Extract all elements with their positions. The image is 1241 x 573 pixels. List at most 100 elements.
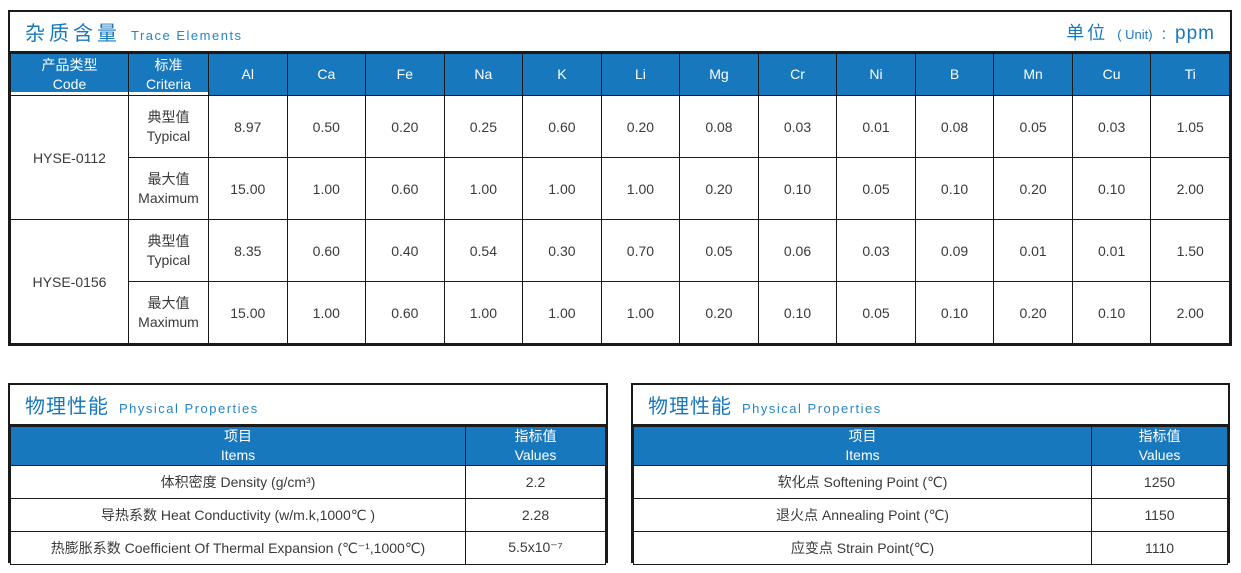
trace-elements-title: 杂质含量 Trace Elements bbox=[25, 17, 243, 46]
col-header-values-en: Values bbox=[514, 446, 557, 463]
col-header-items: 项目 Items bbox=[633, 426, 1092, 466]
trace-value: 1.00 bbox=[600, 281, 681, 344]
criteria-label: 典型值 Typical bbox=[128, 219, 209, 282]
table-row-thermal-expansion: 热膨胀系数 Coefficient Of Thermal Expansion (… bbox=[10, 530, 606, 565]
property-value: 1250 bbox=[1091, 464, 1228, 499]
trace-elements-table: 产品类型 Code 标准 Criteria Al Ca Fe Na K Li M… bbox=[10, 53, 1230, 344]
physical-right-header-row: 项目 Items 指标值 Values bbox=[633, 426, 1228, 466]
criteria-label-cn: 最大值 bbox=[147, 170, 190, 187]
trace-value: 0.10 bbox=[1071, 157, 1152, 220]
col-header-element: Fe bbox=[365, 53, 445, 96]
col-header-criteria: 标准 Criteria bbox=[128, 53, 209, 96]
trace-value: 0.60 bbox=[365, 281, 445, 344]
criteria-label: 最大值 Maximum bbox=[128, 281, 209, 344]
col-header-values-cn: 指标值 bbox=[1138, 428, 1181, 444]
trace-value: 0.50 bbox=[286, 95, 367, 158]
physical-left-header-row: 项目 Items 指标值 Values bbox=[10, 426, 606, 466]
trace-value: 0.08 bbox=[914, 95, 995, 158]
trace-value: 0.01 bbox=[993, 219, 1073, 282]
criteria-label-en: Typical bbox=[146, 251, 191, 268]
trace-value: 0.05 bbox=[993, 95, 1073, 158]
trace-value: 0.20 bbox=[365, 95, 445, 158]
trace-value: 1.00 bbox=[286, 157, 367, 220]
property-value: 1110 bbox=[1091, 530, 1228, 565]
col-header-items-cn: 项目 bbox=[224, 428, 252, 444]
table-row-hyse0156-maximum: 最大值 Maximum 15.00 1.00 0.60 1.00 1.00 1.… bbox=[11, 281, 1230, 344]
col-header-values-cn: 指标值 bbox=[514, 428, 557, 444]
property-value: 2.2 bbox=[465, 464, 606, 499]
table-row-hyse0112-maximum: 最大值 Maximum 15.00 1.00 0.60 1.00 1.00 1.… bbox=[11, 157, 1230, 220]
trace-title-cn: 杂质含量 bbox=[25, 23, 121, 45]
trace-value: 0.01 bbox=[1071, 219, 1152, 282]
property-item: 体积密度 Density (g/cm³) bbox=[10, 464, 466, 499]
col-header-element: Ca bbox=[286, 53, 367, 96]
col-header-element: Mn bbox=[993, 53, 1073, 96]
trace-elements-title-bar: 杂质含量 Trace Elements 单位 ( Unit) : ppm bbox=[10, 12, 1230, 53]
trace-value: 0.20 bbox=[600, 95, 681, 158]
criteria-label-cn: 典型值 bbox=[147, 232, 190, 249]
property-item: 导热系数 Heat Conductivity (w/m.k,1000℃ ) bbox=[10, 497, 466, 532]
trace-value: 0.20 bbox=[993, 157, 1073, 220]
trace-value: 0.10 bbox=[1071, 281, 1152, 344]
table-row-hyse0112-typical: HYSE-0112 典型值 Typical 8.97 0.50 0.20 0.2… bbox=[10, 95, 1230, 220]
property-item: 退火点 Annealing Point (℃) bbox=[633, 497, 1092, 532]
col-header-element: Cr bbox=[757, 53, 838, 96]
col-header-values: 指标值 Values bbox=[1091, 426, 1228, 466]
trace-value: 0.10 bbox=[914, 157, 995, 220]
physical-right-title-bar: 物理性能 Physical Properties bbox=[633, 385, 1228, 426]
physical-right-table: 项目 Items 指标值 Values 软化点 Softening Point … bbox=[633, 426, 1228, 565]
trace-value: 1.00 bbox=[522, 157, 602, 220]
col-header-element: Ti bbox=[1150, 53, 1230, 96]
col-header-values: 指标值 Values bbox=[465, 426, 606, 466]
trace-value: 0.03 bbox=[1071, 95, 1152, 158]
trace-value: 0.60 bbox=[522, 95, 602, 158]
physical-properties-left-section: 物理性能 Physical Properties 项目 Items 指标值 Va… bbox=[8, 383, 608, 565]
trace-header-row: 产品类型 Code 标准 Criteria Al Ca Fe Na K Li M… bbox=[10, 53, 1230, 96]
trace-value: 0.10 bbox=[914, 281, 995, 344]
trace-value: 2.00 bbox=[1150, 281, 1230, 344]
criteria-label-en: Typical bbox=[146, 127, 191, 144]
col-header-items: 项目 Items bbox=[10, 426, 466, 466]
trace-value: 0.03 bbox=[757, 95, 838, 158]
trace-value: 1.00 bbox=[600, 157, 681, 220]
physical-right-title-cn: 物理性能 bbox=[648, 396, 732, 418]
unit-label-en: ( Unit) bbox=[1117, 26, 1153, 42]
table-row-hyse0156-typical: HYSE-0156 典型值 Typical 8.35 0.60 0.40 0.5… bbox=[10, 219, 1230, 344]
col-header-items-cn: 项目 bbox=[848, 428, 877, 444]
criteria-label-cn: 典型值 bbox=[147, 108, 190, 125]
table-row-density: 体积密度 Density (g/cm³) 2.2 bbox=[10, 464, 606, 499]
table-row-softening-point: 软化点 Softening Point (℃) 1250 bbox=[633, 464, 1228, 499]
col-header-criteria-en: Criteria bbox=[145, 75, 192, 92]
physical-left-title: 物理性能 Physical Properties bbox=[25, 390, 259, 419]
unit-value: ppm bbox=[1175, 22, 1215, 44]
property-item: 软化点 Softening Point (℃) bbox=[633, 464, 1092, 499]
property-value: 1150 bbox=[1091, 497, 1228, 532]
col-header-element: Li bbox=[600, 53, 681, 96]
criteria-label-en: Maximum bbox=[138, 189, 199, 206]
col-header-element: Mg bbox=[679, 53, 759, 96]
trace-value: 0.30 bbox=[522, 219, 602, 282]
trace-value: 0.70 bbox=[600, 219, 681, 282]
physical-left-title-en: Physical Properties bbox=[119, 401, 259, 416]
table-row-heat-conductivity: 导热系数 Heat Conductivity (w/m.k,1000℃ ) 2.… bbox=[10, 497, 606, 532]
trace-value: 0.20 bbox=[679, 157, 759, 220]
col-header-element: Cu bbox=[1071, 53, 1152, 96]
trace-value: 2.00 bbox=[1150, 157, 1230, 220]
trace-value: 0.05 bbox=[679, 219, 759, 282]
trace-value: 8.35 bbox=[208, 219, 288, 282]
trace-value: 0.40 bbox=[365, 219, 445, 282]
property-item: 应变点 Strain Point(℃) bbox=[633, 530, 1092, 565]
physical-left-table: 项目 Items 指标值 Values 体积密度 Density (g/cm³)… bbox=[10, 426, 606, 565]
col-header-values-en: Values bbox=[1138, 446, 1181, 463]
col-header-element: Na bbox=[443, 53, 524, 96]
col-header-criteria-cn: 标准 bbox=[154, 56, 183, 73]
trace-value: 1.00 bbox=[522, 281, 602, 344]
unit-label-cn: 单位 bbox=[1066, 22, 1109, 43]
trace-value: 0.60 bbox=[286, 219, 367, 282]
trace-value: 8.97 bbox=[208, 95, 288, 158]
physical-left-title-bar: 物理性能 Physical Properties bbox=[10, 385, 606, 426]
table-row-annealing-point: 退火点 Annealing Point (℃) 1150 bbox=[633, 497, 1228, 532]
trace-value: 0.10 bbox=[757, 281, 838, 344]
col-header-element: K bbox=[522, 53, 602, 96]
trace-value: 0.10 bbox=[757, 157, 838, 220]
